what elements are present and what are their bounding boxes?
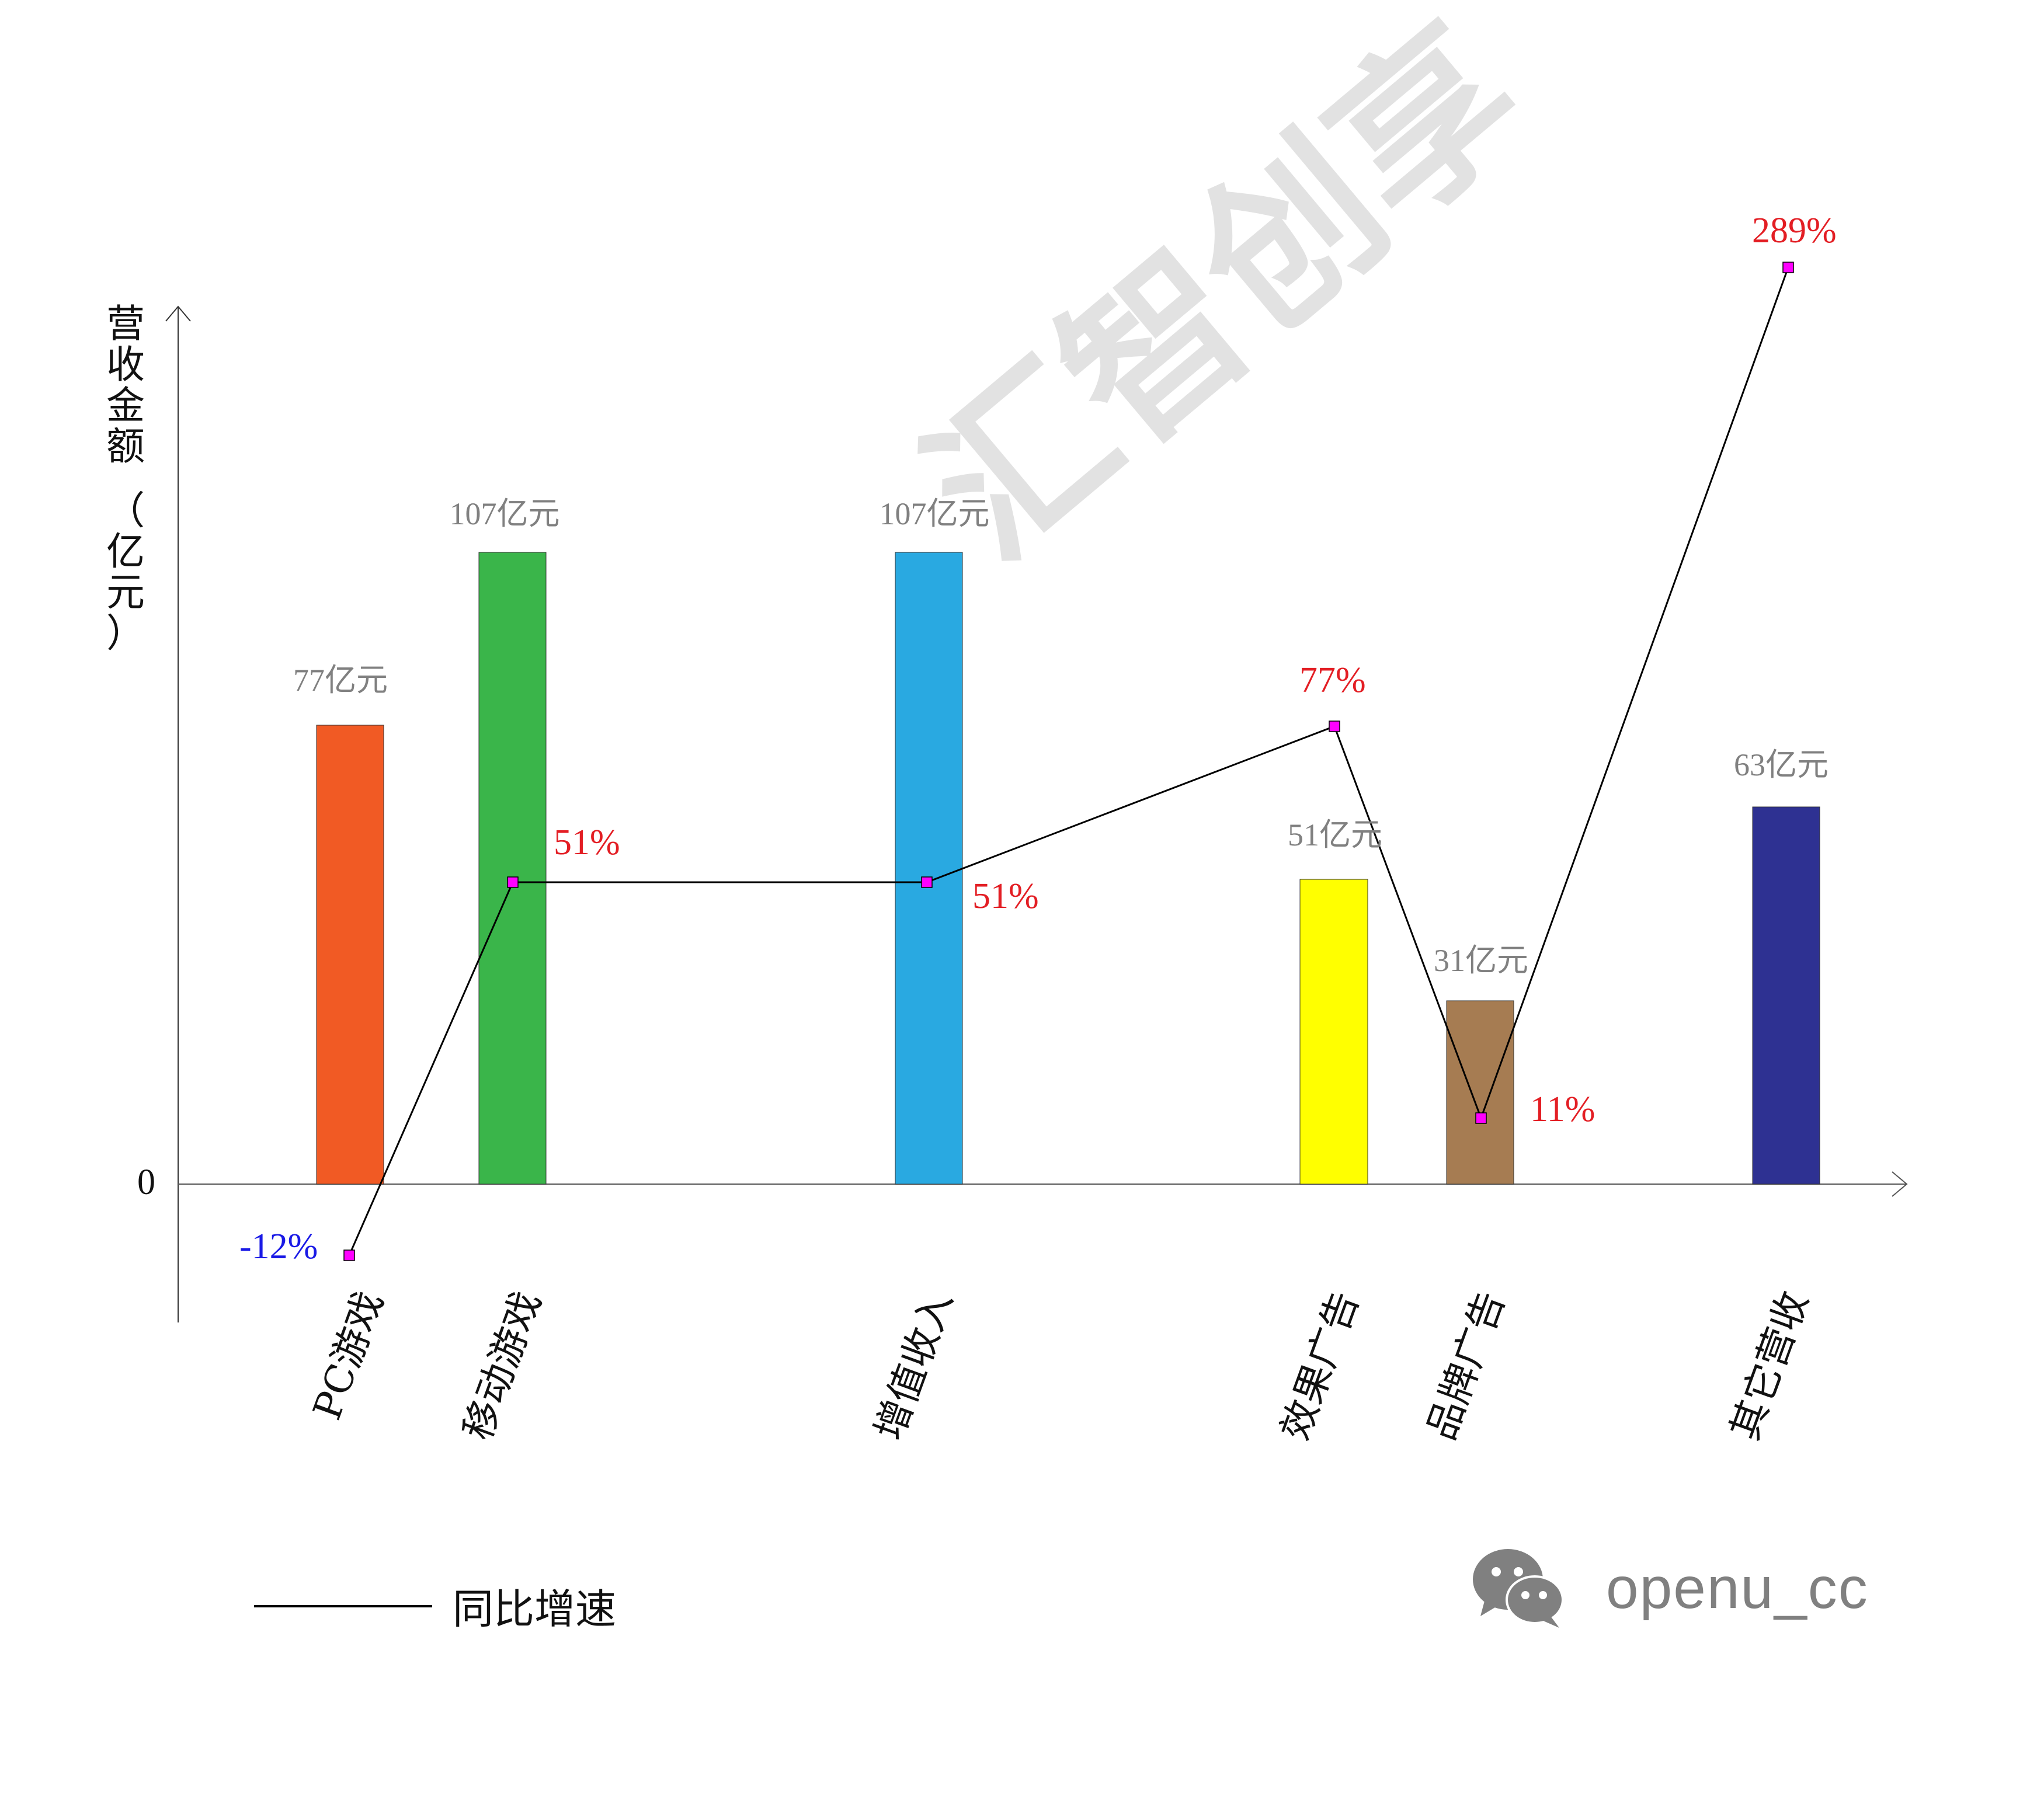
y-axis-title-char: 亿	[106, 529, 145, 574]
y-axis-title-char: 额	[106, 424, 145, 469]
y-axis-title-char: （	[106, 488, 145, 533]
wechat-icon	[1473, 1549, 1564, 1628]
axes	[165, 305, 1908, 1322]
bar-value-label: 107亿元	[879, 496, 990, 531]
marker-pc-games	[343, 1249, 355, 1261]
y-axis-title: 营 收 金 额 （ 亿 元 ）	[102, 304, 149, 654]
brand-logo: openu_cc	[1472, 1547, 1869, 1629]
marker-mobile-games	[507, 876, 519, 888]
bar-value-added	[895, 552, 963, 1185]
bar-series	[316, 552, 1820, 1185]
logo-text: openu_cc	[1606, 1555, 1869, 1621]
y-axis-title-char: 营	[106, 301, 145, 346]
bar-other-revenue	[1752, 806, 1820, 1185]
growth-label: 51%	[554, 823, 620, 862]
legend-label: 同比增速	[453, 1585, 616, 1633]
y-axis-title-char: 收	[106, 342, 145, 387]
bar-mobile-games	[478, 552, 547, 1185]
bar-value-label: 77亿元	[293, 663, 388, 698]
growth-label: 51%	[972, 876, 1039, 916]
bar-pc-games	[316, 725, 384, 1185]
growth-label: 289%	[1752, 211, 1837, 250]
bar-value-label: 51亿元	[1288, 817, 1382, 852]
bar-value-label: 107亿元	[449, 496, 560, 531]
marker-other-revenue	[1782, 262, 1794, 273]
growth-label-negative: -12%	[239, 1227, 318, 1266]
bar-value-label: 63亿元	[1734, 747, 1829, 782]
legend-line-swatch	[254, 1604, 432, 1607]
y-axis-title-char: ）	[106, 611, 145, 656]
y-axis-title-char: 金	[106, 383, 145, 428]
bar-performance-ads	[1299, 879, 1368, 1185]
legend: 同比增速	[254, 1576, 616, 1635]
marker-brand-ads	[1475, 1112, 1487, 1124]
bar-brand-ads	[1446, 1000, 1514, 1185]
growth-label: 77%	[1299, 660, 1366, 700]
marker-value-added	[921, 876, 933, 888]
bar-value-label: 31亿元	[1434, 943, 1528, 978]
growth-label: 11%	[1530, 1090, 1595, 1129]
y-axis-title-char: 元	[106, 570, 145, 615]
growth-line-series	[343, 262, 1794, 1261]
y-tick-zero: 0	[137, 1162, 155, 1202]
marker-performance-ads	[1329, 720, 1340, 732]
